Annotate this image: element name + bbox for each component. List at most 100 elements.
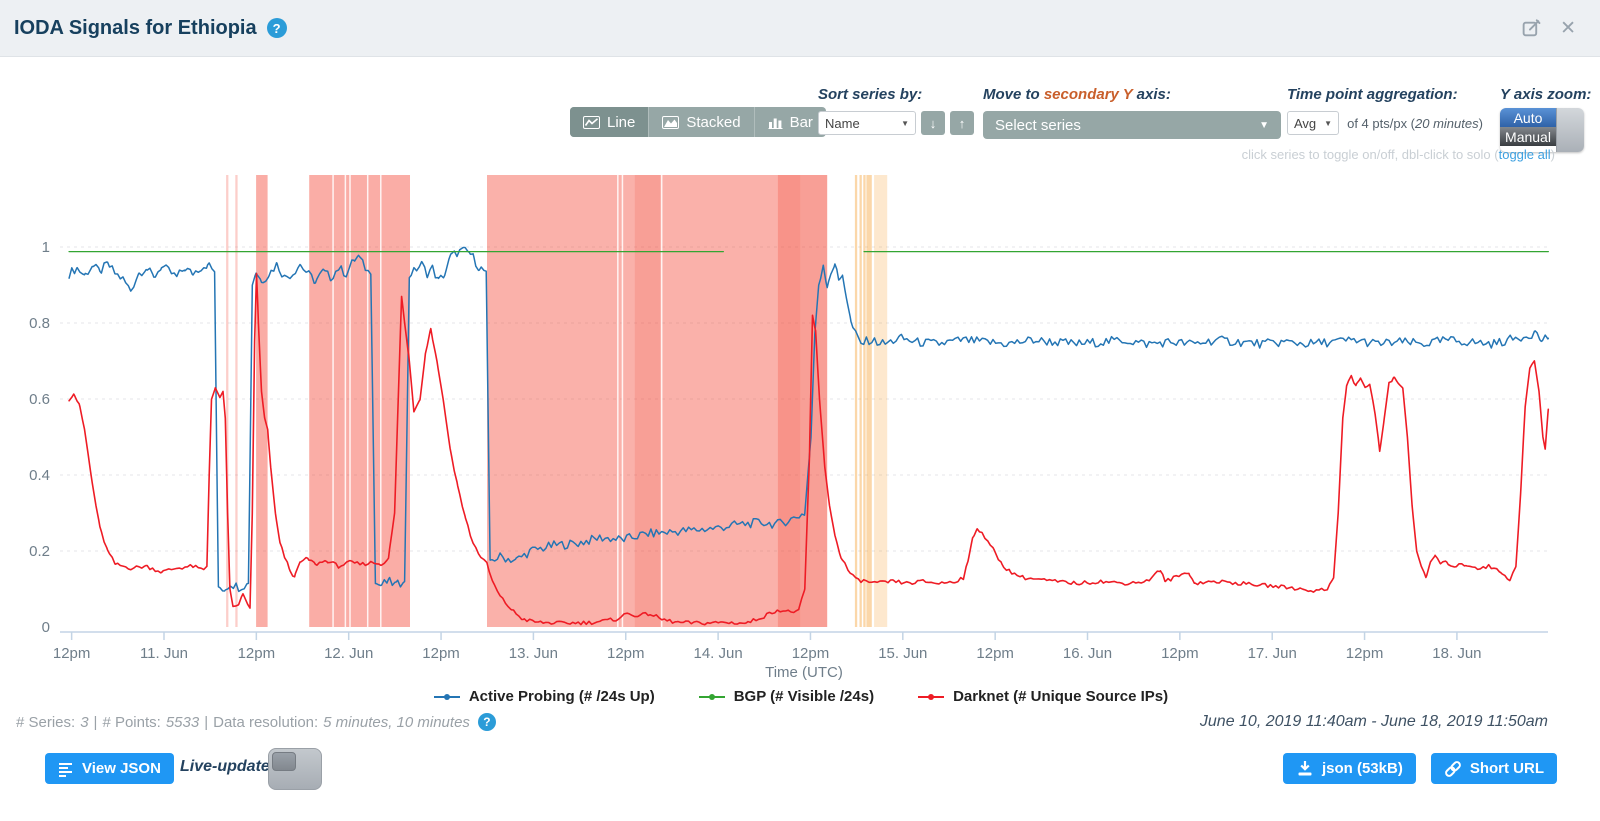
series-toggle-hint: click series to toggle on/off, dbl-click… — [1241, 147, 1555, 162]
chart-meta: # Series: 3 | # Points: 5533 | Data reso… — [16, 713, 496, 731]
toggle-all-link[interactable]: toggle all — [1498, 147, 1551, 162]
svg-text:18. Jun: 18. Jun — [1432, 645, 1481, 662]
live-update-toggle-knob[interactable] — [272, 752, 296, 771]
view-json-button[interactable]: View JSON — [45, 753, 174, 784]
points-count-label: # Points: — [102, 713, 161, 731]
svg-text:12pm: 12pm — [53, 645, 91, 662]
export-actions: json (53kB) Short URL — [1282, 753, 1557, 784]
y-axis-zoom-group: Y axis zoom: Auto Manual — [1500, 86, 1591, 152]
download-icon — [1298, 761, 1312, 776]
resolution-label: Data resolution: — [213, 713, 319, 731]
resolution-value: 5 minutes, 10 minutes — [323, 713, 470, 731]
bar-button-label: Bar — [789, 113, 813, 131]
svg-text:0.4: 0.4 — [29, 467, 50, 484]
aggregation-label: Time point aggregation: — [1287, 86, 1458, 103]
dropdown-caret-icon: ▼ — [1259, 119, 1269, 131]
svg-text:0.6: 0.6 — [29, 391, 50, 408]
stacked-chart-icon — [662, 115, 680, 129]
live-update-toggle[interactable] — [268, 748, 322, 790]
secondary-axis-group: Move to secondary Y axis: Select series … — [983, 86, 1281, 139]
svg-text:12pm: 12pm — [976, 645, 1014, 662]
download-json-button[interactable]: json (53kB) — [1282, 753, 1416, 784]
y-axis-zoom-label: Y axis zoom: — [1500, 86, 1592, 103]
resolution-help-icon[interactable]: ? — [477, 713, 496, 731]
legend-item[interactable]: Darknet (# Unique Source IPs) — [916, 688, 1168, 705]
svg-text:0.2: 0.2 — [29, 543, 50, 560]
svg-text:12pm: 12pm — [1161, 645, 1199, 662]
legend-marker-icon — [698, 693, 725, 700]
svg-text:13. Jun: 13. Jun — [509, 645, 558, 662]
legend-label: BGP (# Visible /24s) — [733, 688, 875, 705]
legend-marker-icon — [433, 693, 460, 700]
points-count-value: 5533 — [165, 713, 200, 731]
svg-text:12pm: 12pm — [607, 645, 645, 662]
edit-icon[interactable] — [1521, 18, 1542, 39]
sort-select-value: Name — [825, 115, 860, 131]
legend-label: Darknet (# Unique Source IPs) — [953, 688, 1169, 705]
panel-header: IODA Signals for Ethiopia ? ✕ — [0, 0, 1600, 57]
panel-title: IODA Signals for Ethiopia — [14, 16, 257, 39]
live-update-label: Live-update: — [180, 758, 276, 775]
stacked-button-label: Stacked — [686, 113, 741, 131]
aggregation-group: Time point aggregation: Avg ▼ of 4 pts/p… — [1287, 86, 1483, 135]
legend-item[interactable]: Active Probing (# /24s Up) — [432, 688, 655, 705]
y-zoom-toggle-knob[interactable] — [1556, 108, 1584, 152]
select-series-dropdown[interactable]: Select series ▼ — [983, 111, 1281, 139]
download-json-label: json (53kB) — [1321, 760, 1403, 777]
y-zoom-auto-option[interactable]: Auto — [1500, 108, 1556, 127]
svg-text:14. Jun: 14. Jun — [693, 645, 742, 662]
svg-text:15. Jun: 15. Jun — [878, 645, 927, 662]
signals-time-series-chart[interactable]: 12pm 11. Jun 12pm 12. Jun 12pm 13. Jun 12pm 14.… — [0, 160, 1600, 685]
bar-chart-icon — [768, 118, 783, 129]
svg-text:16. Jun: 16. Jun — [1063, 645, 1112, 662]
legend-label: Active Probing (# /24s Up) — [468, 688, 655, 705]
bar-chart-button[interactable]: Bar — [753, 107, 826, 137]
dropdown-caret-icon: ▼ — [901, 118, 909, 128]
svg-text:0.8: 0.8 — [29, 315, 50, 332]
dropdown-caret-icon: ▼ — [1324, 118, 1333, 128]
select-series-placeholder: Select series — [995, 116, 1081, 134]
line-chart-button[interactable]: Line — [570, 107, 649, 137]
title-help-icon[interactable]: ? — [266, 18, 287, 38]
aggregation-detail: of 4 pts/px (20 minutes) — [1347, 115, 1483, 131]
sort-series-label: Sort series by: — [818, 86, 923, 103]
short-url-label: Short URL — [1469, 760, 1544, 777]
series-count-label: # Series: — [16, 713, 76, 731]
chart-type-switcher: Line Stacked Bar — [570, 107, 826, 137]
series-count-value: 3 — [80, 713, 89, 731]
svg-text:11. Jun: 11. Jun — [140, 645, 188, 662]
aggregation-value: Avg — [1294, 115, 1317, 131]
chart-legend: Active Probing (# /24s Up) BGP (# Visible… — [0, 688, 1600, 705]
list-icon — [59, 762, 72, 777]
y-zoom-manual-option[interactable]: Manual — [1500, 127, 1556, 146]
meta-separator: | — [93, 713, 98, 731]
view-json-label: View JSON — [82, 760, 161, 777]
date-range: June 10, 2019 11:40am - June 18, 2019 11… — [1199, 713, 1548, 730]
legend-item[interactable]: BGP (# Visible /24s) — [697, 688, 874, 705]
stacked-chart-button[interactable]: Stacked — [648, 107, 753, 137]
secondary-axis-label: Move to secondary Y axis: — [983, 86, 1171, 103]
svg-text:Time (UTC): Time (UTC) — [765, 664, 843, 681]
secondary-axis-highlight: secondary Y — [1043, 86, 1133, 103]
sort-select[interactable]: Name ▼ — [818, 111, 916, 135]
line-chart-icon — [583, 115, 600, 129]
svg-text:12pm: 12pm — [422, 645, 460, 662]
svg-text:0: 0 — [42, 619, 50, 636]
svg-text:17. Jun: 17. Jun — [1248, 645, 1297, 662]
link-icon — [1444, 760, 1461, 777]
short-url-button[interactable]: Short URL — [1430, 753, 1557, 784]
y-axis-zoom-toggle[interactable]: Auto Manual — [1500, 108, 1584, 152]
line-button-label: Line — [607, 113, 636, 131]
svg-text:12. Jun: 12. Jun — [324, 645, 373, 662]
close-icon[interactable]: ✕ — [1560, 17, 1576, 39]
sort-ascending-button[interactable]: ↑ — [950, 111, 974, 135]
svg-text:12pm: 12pm — [1346, 645, 1384, 662]
svg-text:12pm: 12pm — [792, 645, 830, 662]
meta-separator: | — [204, 713, 209, 731]
svg-text:12pm: 12pm — [238, 645, 276, 662]
aggregation-select[interactable]: Avg ▼ — [1287, 111, 1340, 135]
sort-descending-button[interactable]: ↓ — [921, 111, 945, 135]
sort-series-group: Sort series by: Name ▼ ↓ ↑ — [818, 86, 974, 135]
svg-text:1: 1 — [42, 239, 50, 256]
